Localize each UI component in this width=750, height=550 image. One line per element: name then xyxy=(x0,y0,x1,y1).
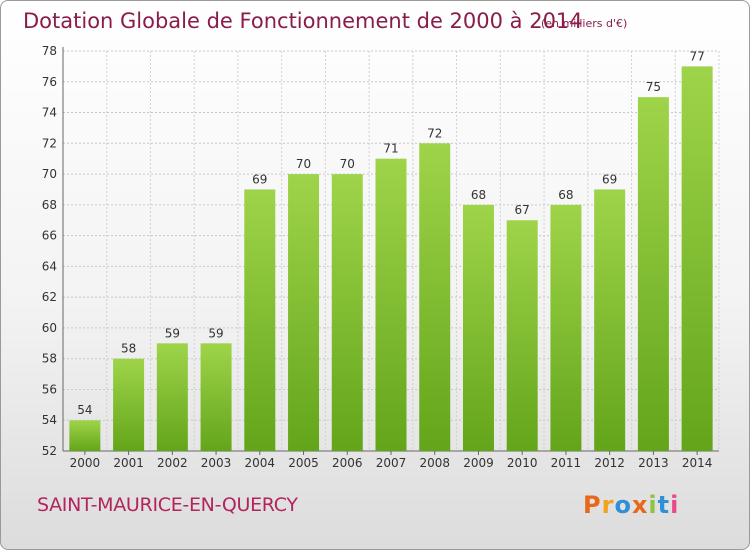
y-tick-label: 54 xyxy=(42,413,57,427)
value-label-2012: 69 xyxy=(602,172,617,186)
y-tick-label: 60 xyxy=(42,321,57,335)
value-label-2005: 70 xyxy=(296,157,311,171)
x-tick-label-2014: 2014 xyxy=(682,456,713,470)
bar-2011 xyxy=(550,204,582,451)
bar-2007 xyxy=(375,158,407,451)
x-tick-label-2007: 2007 xyxy=(376,456,407,470)
bar-2001 xyxy=(113,358,145,451)
x-tick-label-2003: 2003 xyxy=(201,456,232,470)
y-tick-label: 52 xyxy=(42,444,57,458)
x-tick-label-2001: 2001 xyxy=(113,456,144,470)
y-tick-label: 56 xyxy=(42,382,57,396)
x-tick-label-2011: 2011 xyxy=(551,456,582,470)
y-tick-label: 62 xyxy=(42,290,57,304)
bar-2012 xyxy=(594,189,626,451)
logo-letter: o xyxy=(614,491,632,519)
y-tick-label: 78 xyxy=(42,44,57,58)
x-tick-label-2012: 2012 xyxy=(594,456,625,470)
logo-letter: P xyxy=(583,491,602,519)
chart-subtitle: (en milliers d'€) xyxy=(541,17,628,30)
x-tick-label-2013: 2013 xyxy=(638,456,669,470)
logo-letter: r xyxy=(601,491,615,519)
value-label-2011: 68 xyxy=(558,188,573,202)
value-label-2006: 70 xyxy=(340,157,355,171)
bar-2014 xyxy=(681,66,713,451)
bar-2005 xyxy=(288,174,320,452)
value-label-2007: 71 xyxy=(383,142,398,156)
value-label-2008: 72 xyxy=(427,126,442,140)
bar-2006 xyxy=(331,174,363,452)
y-tick-label: 64 xyxy=(42,259,57,273)
value-label-2009: 68 xyxy=(471,188,486,202)
logo-letter: i xyxy=(670,491,680,519)
value-label-2001: 58 xyxy=(121,342,136,356)
bar-2010 xyxy=(506,220,538,451)
y-tick-label: 70 xyxy=(42,167,57,181)
y-tick-label: 68 xyxy=(42,198,57,212)
value-label-2004: 69 xyxy=(252,172,267,186)
x-tick-label-2010: 2010 xyxy=(507,456,538,470)
bar-2004 xyxy=(244,189,276,451)
x-tick-label-2009: 2009 xyxy=(463,456,494,470)
bar-2009 xyxy=(462,204,494,451)
chart-title: Dotation Globale de Fonctionnement de 20… xyxy=(23,9,583,33)
logo-letter: i xyxy=(648,491,658,519)
y-tick-label: 72 xyxy=(42,136,57,150)
bar-2000 xyxy=(69,420,101,451)
bar-2003 xyxy=(200,343,232,451)
value-label-2003: 59 xyxy=(208,326,223,340)
bars xyxy=(69,66,713,452)
logo-letter: t xyxy=(657,491,671,519)
proxiti-logo: Proxiti xyxy=(583,491,679,519)
bar-2008 xyxy=(419,143,451,452)
x-tick-label-2000: 2000 xyxy=(70,456,101,470)
value-label-2013: 75 xyxy=(646,80,661,94)
x-tick-label-2008: 2008 xyxy=(419,456,450,470)
bar-2013 xyxy=(637,97,669,452)
y-tick-label: 66 xyxy=(42,229,57,243)
commune-name: SAINT-MAURICE-EN-QUERCY xyxy=(37,494,298,516)
bar-2002 xyxy=(156,343,188,451)
y-tick-label: 58 xyxy=(42,352,57,366)
x-tick-label-2002: 2002 xyxy=(157,456,188,470)
x-tick-label-2006: 2006 xyxy=(332,456,363,470)
value-label-2000: 54 xyxy=(77,403,92,417)
x-tick-label-2004: 2004 xyxy=(245,456,276,470)
y-tick-label: 74 xyxy=(42,106,57,120)
labels: 52 54 56 58 60 62 64 66 68 70 72 74 76 78 54 2000 58 2001… xyxy=(42,44,713,470)
value-label-2014: 77 xyxy=(689,49,704,63)
x-tick-label-2005: 2005 xyxy=(288,456,319,470)
value-label-2010: 67 xyxy=(515,203,530,217)
y-tick-label: 76 xyxy=(42,75,57,89)
logo-letter: x xyxy=(631,491,649,519)
value-label-2002: 59 xyxy=(165,326,180,340)
